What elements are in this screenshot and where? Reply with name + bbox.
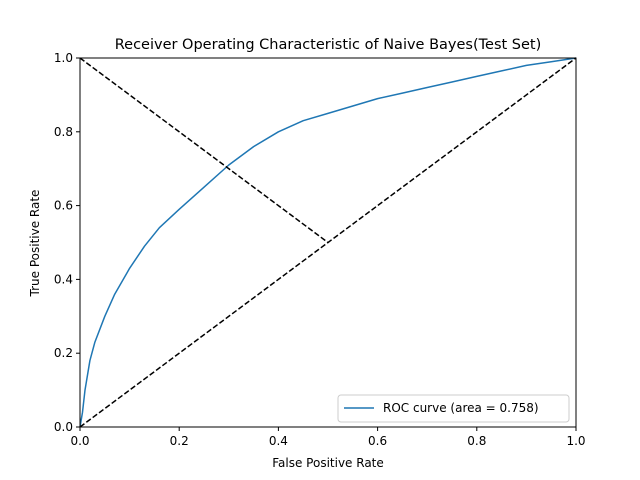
legend: ROC curve (area = 0.758): [337, 394, 570, 423]
x-tick-label: 0.2: [170, 434, 189, 448]
x-tick-label: 0.4: [269, 434, 288, 448]
y-tick-label: 0.0: [54, 420, 73, 434]
legend-label-roc: ROC curve (area = 0.758): [383, 401, 539, 415]
y-tick-label: 0.8: [54, 125, 73, 139]
series-line-dashed-2: [79, 57, 329, 244]
y-axis-label: True Positive Rate: [28, 190, 42, 298]
x-tick-label: 0.8: [467, 434, 486, 448]
x-axis-label: False Positive Rate: [272, 456, 384, 470]
legend-box: [337, 394, 570, 423]
x-tick-label: 0.0: [70, 434, 89, 448]
y-tick-label: 1.0: [54, 51, 73, 65]
x-tick-label: 1.0: [566, 434, 585, 448]
y-tick-label: 0.6: [54, 199, 73, 213]
y-tick-label: 0.2: [54, 346, 73, 360]
axes-frame: [79, 57, 577, 428]
x-tick-label: 0.6: [368, 434, 387, 448]
axis-ticks: 0.0 0.2 0.4 0.6 0.8 1.0 0.0 0.2 0.4 0.6 0.8 1.0: [54, 51, 586, 448]
plot-area: [79, 57, 577, 428]
series-line-roc-curve: [79, 57, 577, 428]
chart-title: Receiver Operating Characteristic of Nai…: [115, 37, 542, 53]
y-tick-label: 0.4: [54, 272, 73, 286]
